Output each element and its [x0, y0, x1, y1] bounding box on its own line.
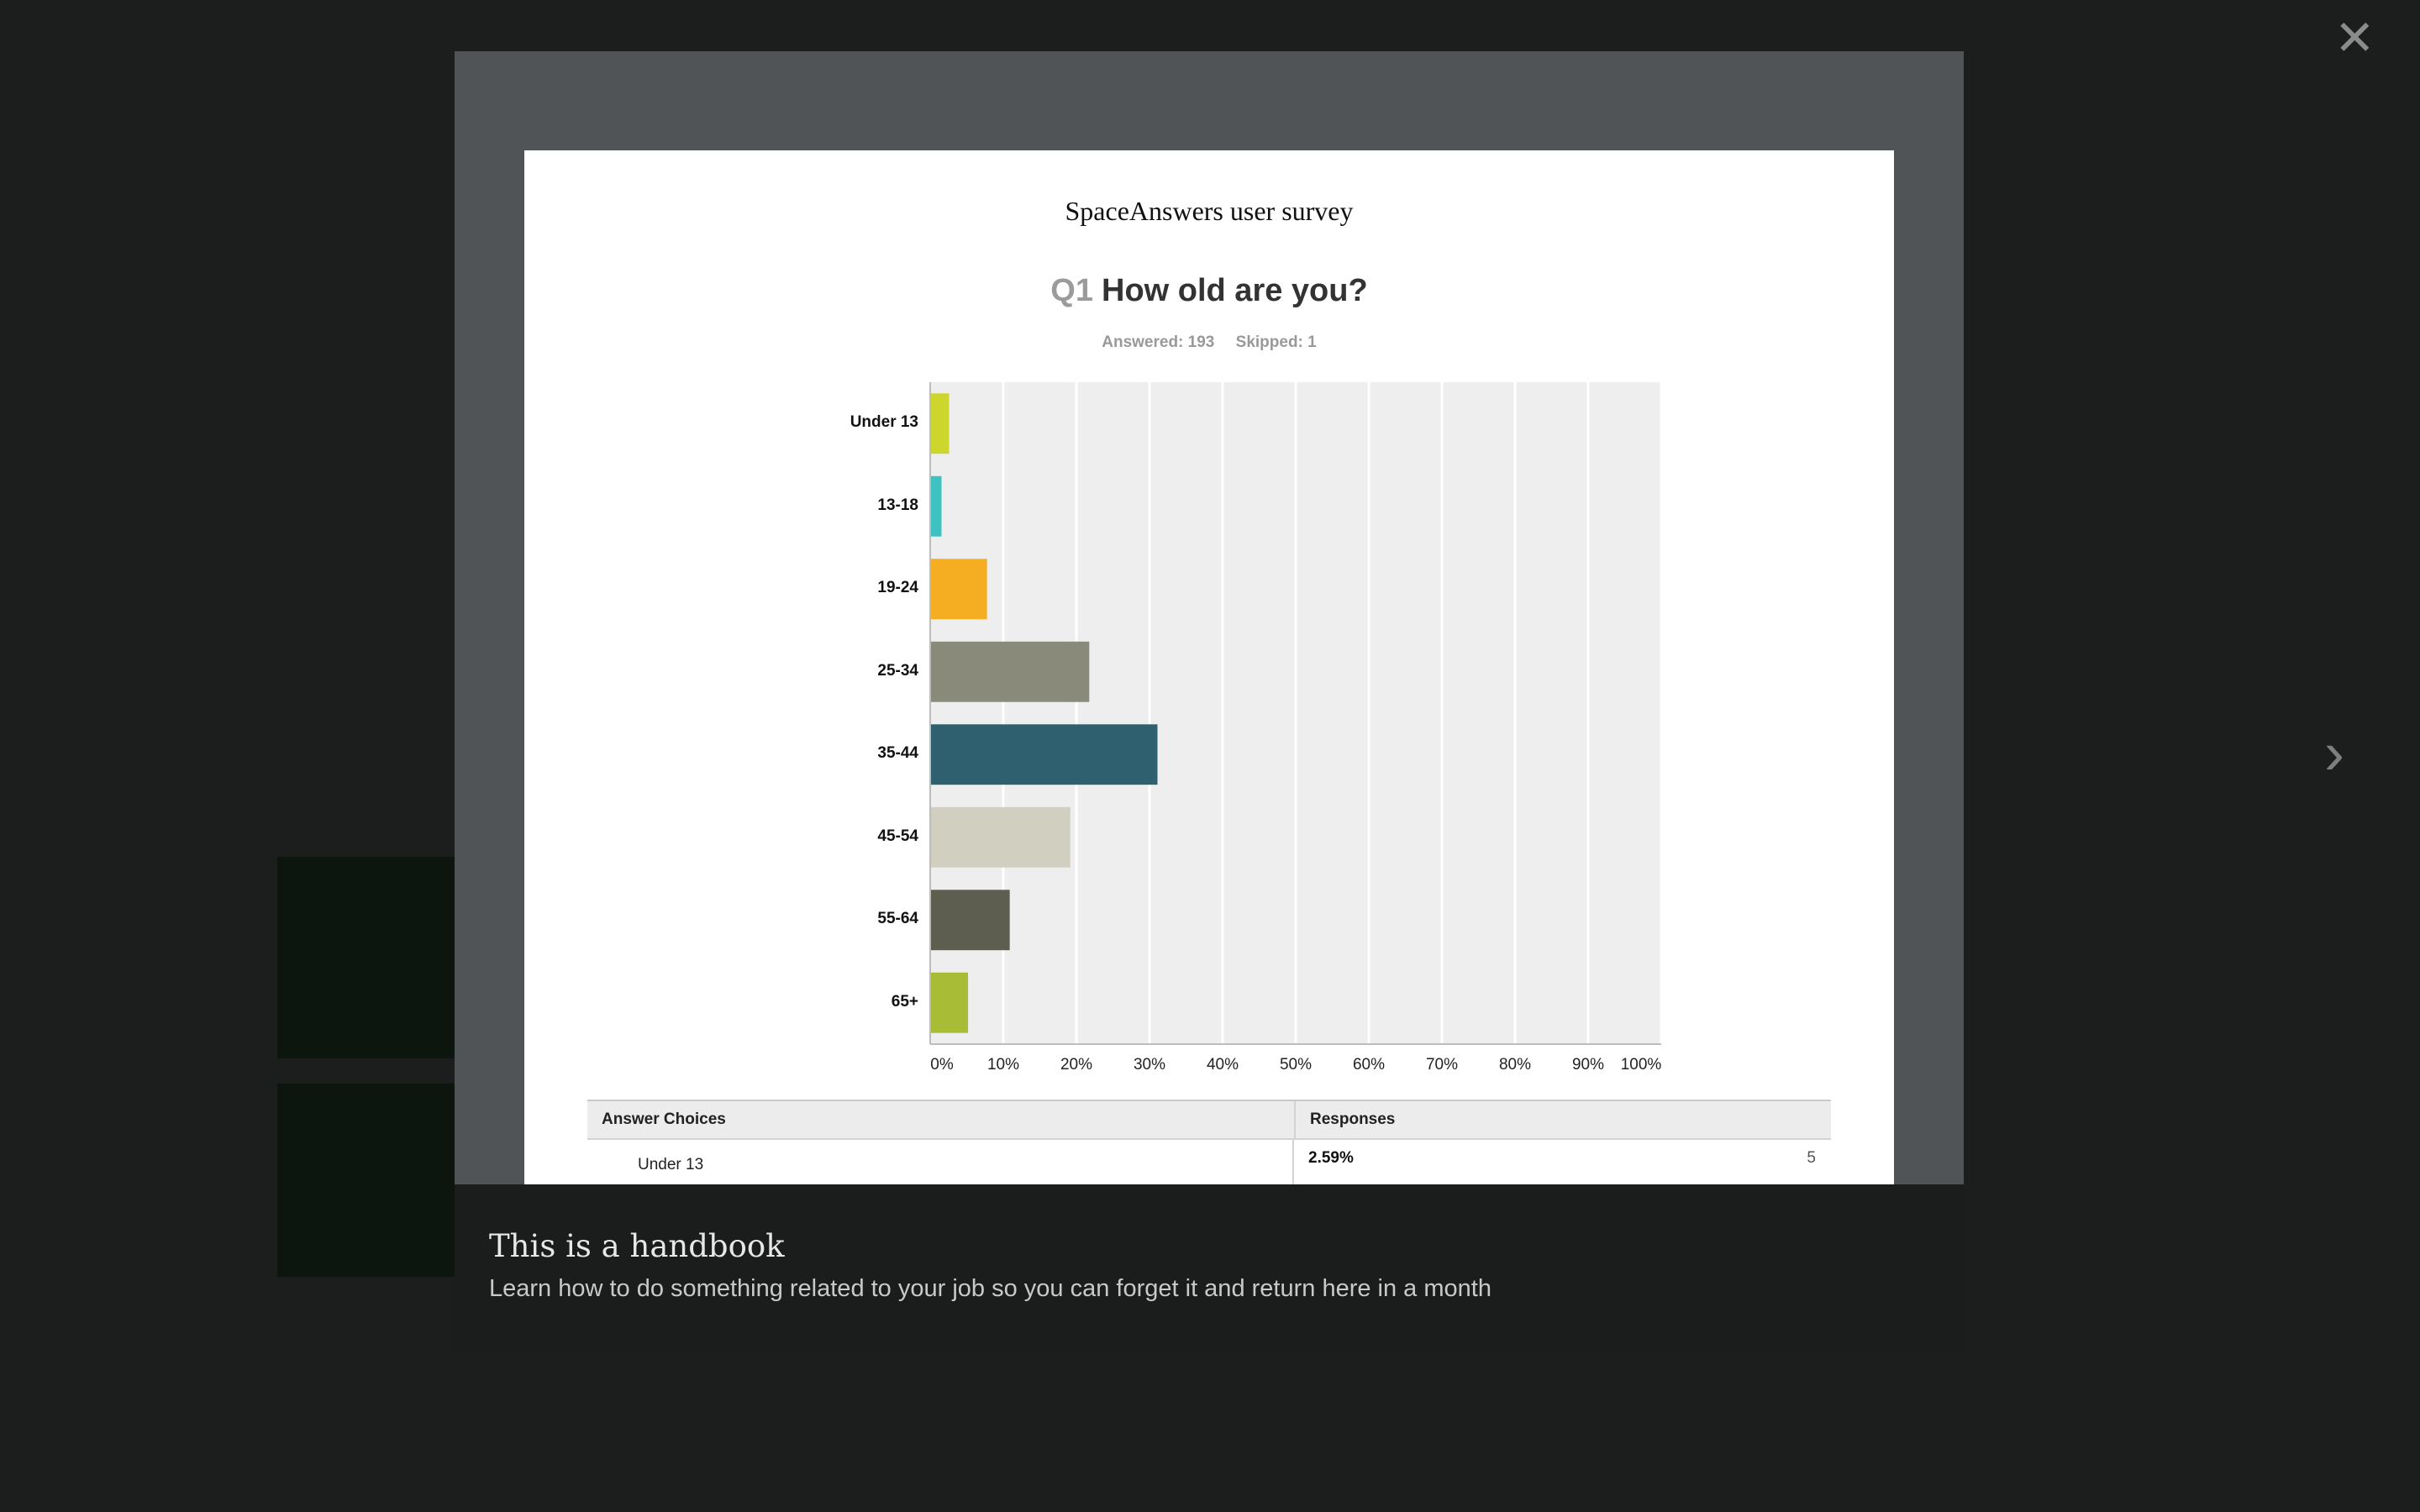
question-number: Q1: [1050, 273, 1093, 308]
bar: [930, 724, 1158, 785]
next-arrow-icon[interactable]: ›: [2324, 720, 2344, 787]
table-row: Under 13 2.59% 5: [587, 1140, 1831, 1184]
question-text: How old are you?: [1102, 273, 1368, 308]
bar: [930, 972, 969, 1033]
caption-title: This is a handbook: [489, 1228, 785, 1264]
lightbox-modal: SpaceAnswers user survey Q1 How old are y…: [455, 51, 1964, 1352]
x-tick-label: 30%: [1133, 1056, 1166, 1074]
x-tick-label: 90%: [1571, 1056, 1605, 1074]
x-tick-label: 10%: [986, 1056, 1020, 1074]
skipped-count: Skipped: 1: [1235, 333, 1317, 351]
category-label: 45-54: [877, 827, 918, 845]
category-label: Under 13: [850, 413, 918, 432]
category-label: 35-44: [877, 744, 918, 763]
bar-chart: 0% 10% 20% 30% 40% 50% 60% 70% 80% 90% 100% Under 1…: [524, 150, 1894, 1074]
x-tick-label: 0%: [930, 1056, 954, 1074]
bar: [930, 806, 1071, 868]
document-preview: SpaceAnswers user survey Q1 How old are y…: [524, 150, 1894, 1184]
x-tick-label: 20%: [1060, 1056, 1093, 1074]
question-heading: Q1 How old are you?: [524, 273, 1894, 309]
row-choice: Under 13: [587, 1140, 1294, 1184]
category-label: 65+: [891, 992, 918, 1011]
table-header: Answer Choices Responses: [587, 1101, 1831, 1140]
bar: [930, 559, 987, 620]
row-count: 5: [1807, 1149, 1816, 1167]
category-label: 13-18: [877, 496, 918, 514]
document-title: SpaceAnswers user survey: [1065, 196, 1354, 226]
bar: [930, 393, 950, 454]
x-tick-label: 100%: [1620, 1056, 1662, 1074]
close-icon[interactable]: ✕: [2334, 11, 2375, 66]
row-response: 2.59% 5: [1294, 1140, 1831, 1184]
answered-count: Answered: 193: [1102, 333, 1215, 351]
category-label: 25-34: [877, 661, 918, 680]
bar: [930, 475, 942, 537]
bar: [930, 641, 1090, 702]
chart-svg: [929, 382, 1663, 1045]
x-tick-label: 50%: [1279, 1056, 1313, 1074]
response-stats: Answered: 193 Skipped: 1: [524, 333, 1894, 352]
header-answer-choices: Answer Choices: [587, 1101, 1296, 1138]
caption-bar: This is a handbook Learn how to do somet…: [455, 1184, 1964, 1352]
caption-description: Learn how to do something related to you…: [489, 1275, 1491, 1302]
row-percent: 2.59%: [1308, 1149, 1354, 1167]
answer-table: Answer Choices Responses Under 13 2.59% …: [587, 1100, 1831, 1184]
bar: [930, 890, 1010, 951]
category-label: 19-24: [877, 579, 918, 597]
x-tick-label: 80%: [1498, 1056, 1532, 1074]
x-tick-label: 60%: [1352, 1056, 1386, 1074]
header-responses: Responses: [1310, 1110, 1396, 1128]
category-label: 55-64: [877, 910, 918, 928]
x-tick-label: 70%: [1425, 1056, 1459, 1074]
x-tick-label: 40%: [1206, 1056, 1239, 1074]
